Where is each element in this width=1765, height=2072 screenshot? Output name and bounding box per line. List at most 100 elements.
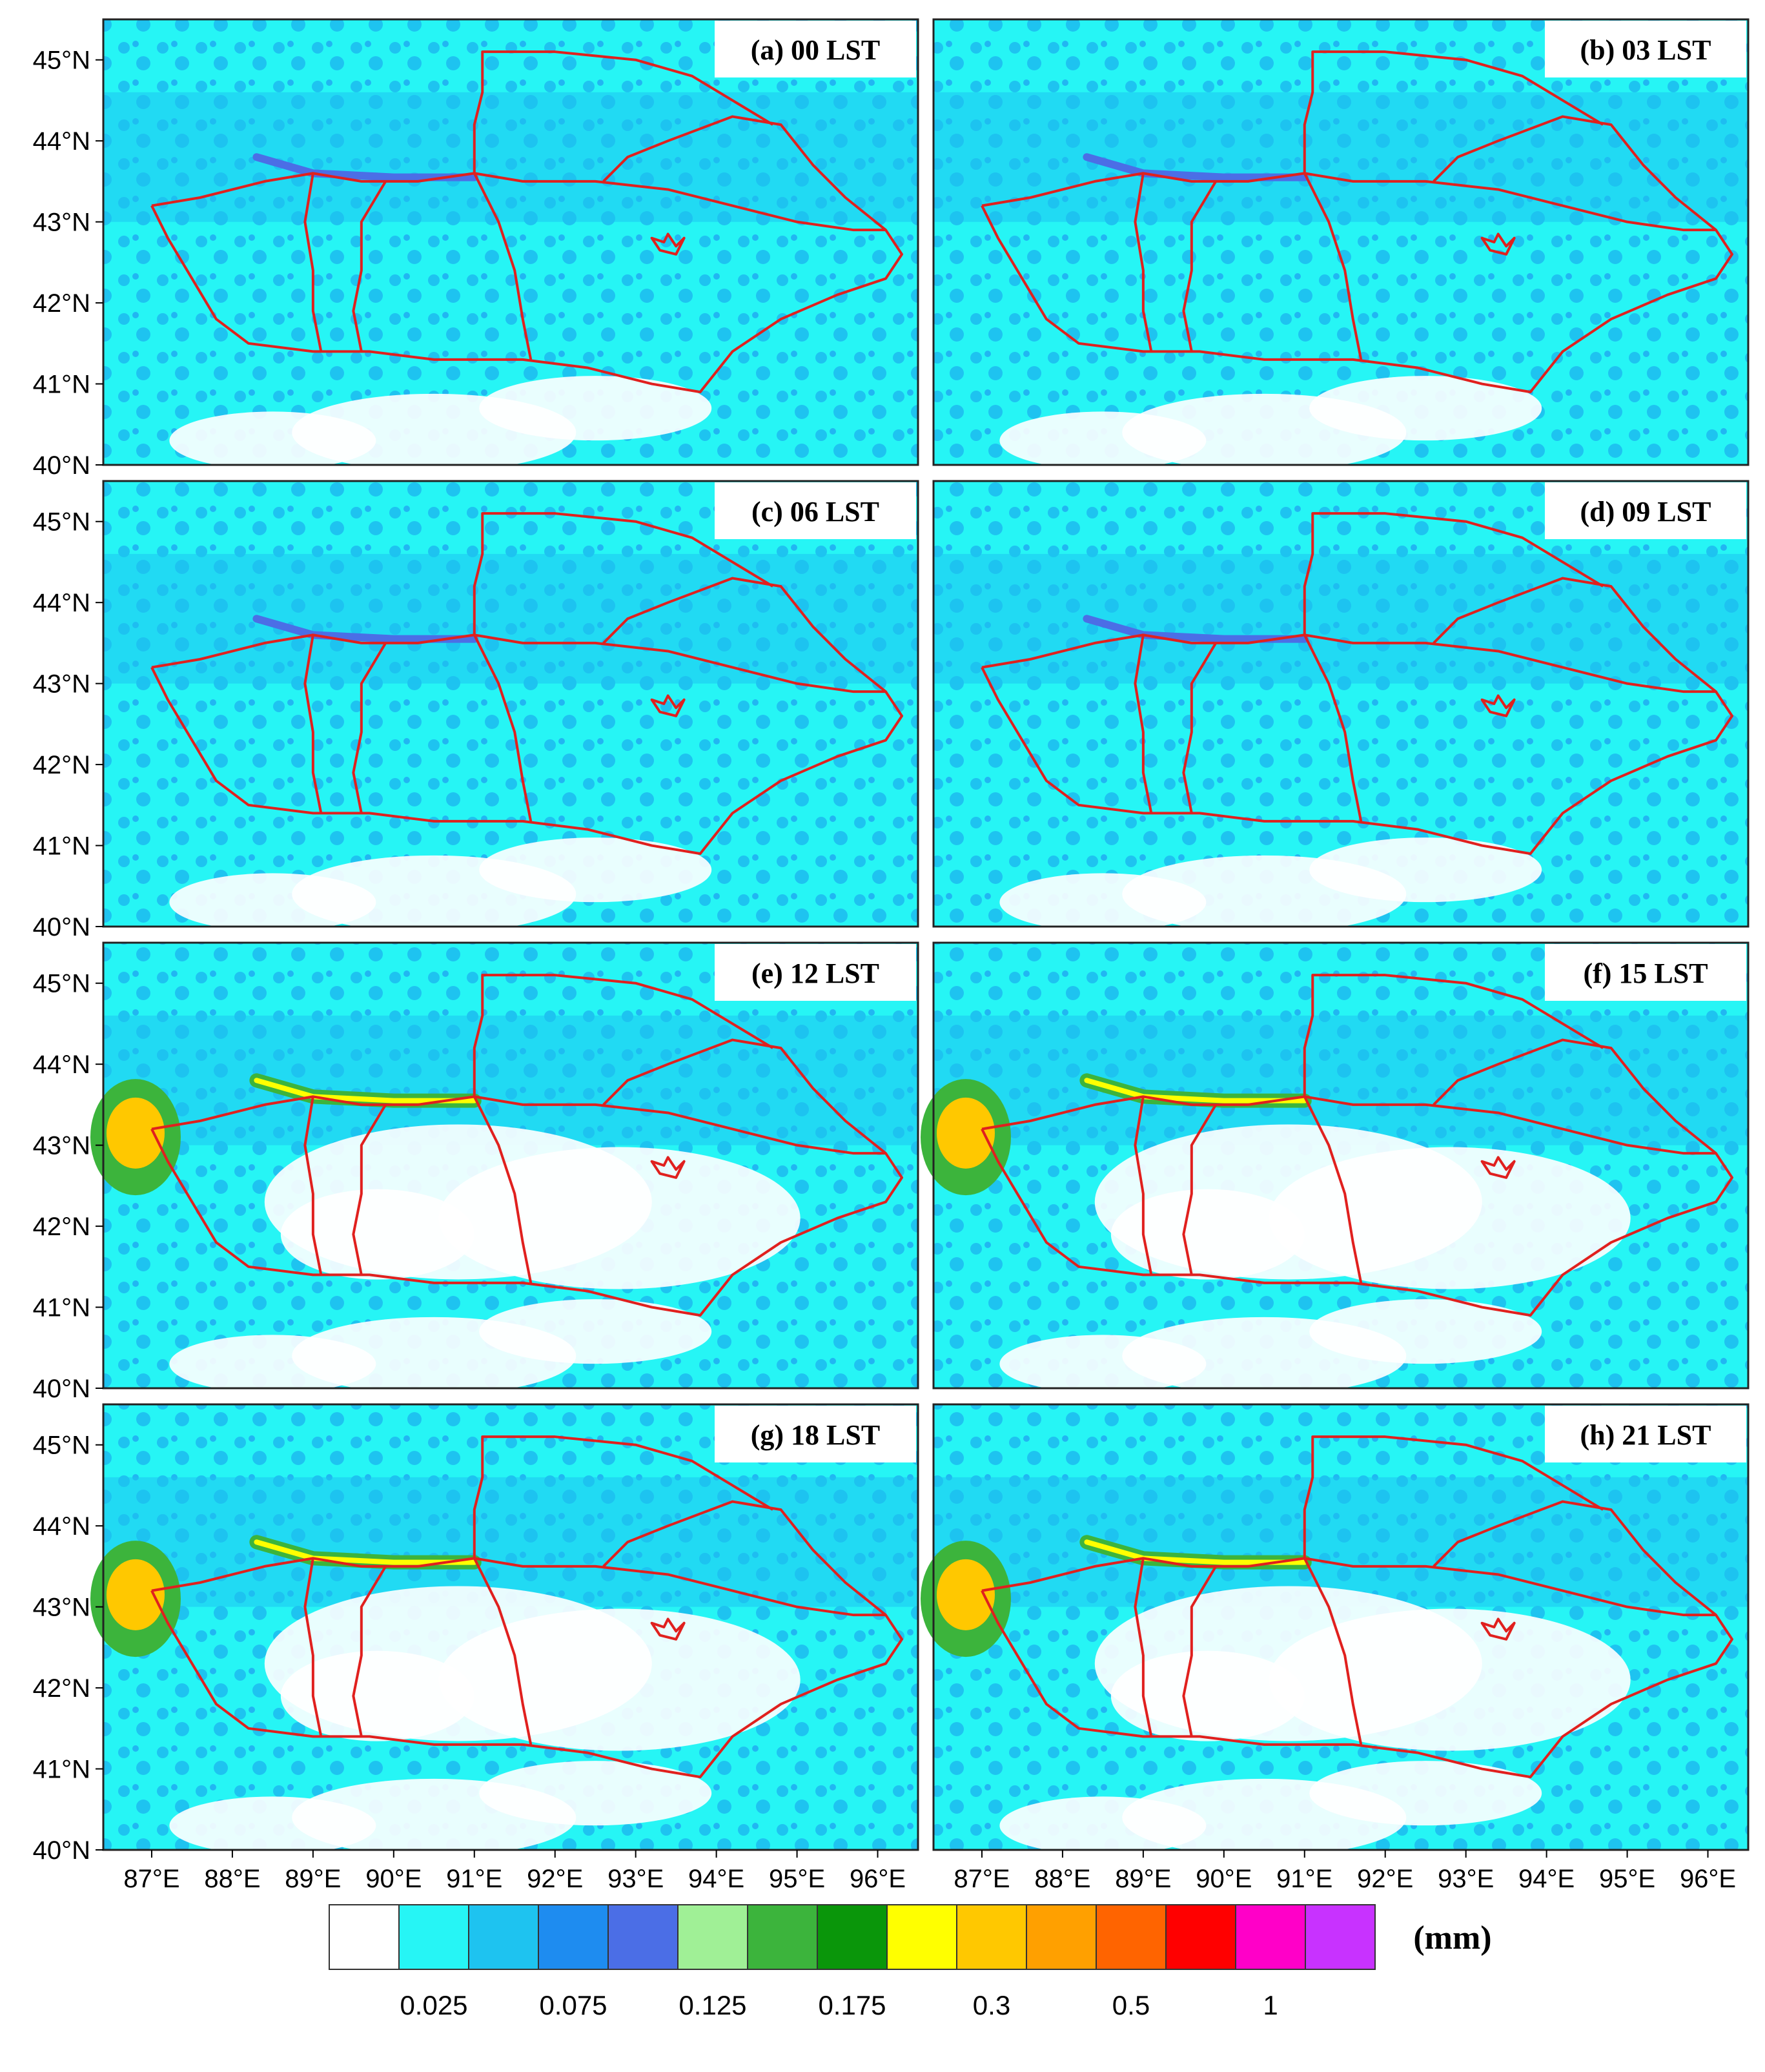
x-tick-label: 91°E bbox=[446, 1865, 502, 1893]
x-tick-label: 96°E bbox=[1680, 1865, 1736, 1893]
y-tick-label: 45°N bbox=[33, 970, 90, 998]
west-hotspot-core bbox=[936, 1097, 995, 1169]
panel-label-box bbox=[1545, 944, 1746, 1001]
colorbar-swatch bbox=[817, 1904, 888, 1970]
dry-area bbox=[999, 1335, 1207, 1393]
y-tick-label: 44°N bbox=[33, 1051, 90, 1079]
colorbar-swatch bbox=[1026, 1904, 1097, 1970]
x-tick-label: 92°E bbox=[527, 1865, 583, 1893]
dry-area bbox=[1309, 1761, 1542, 1826]
dry-area bbox=[999, 1796, 1207, 1855]
region-boundary bbox=[1303, 512, 1604, 635]
lake-outline bbox=[1480, 232, 1516, 256]
region-boundary bbox=[303, 635, 323, 814]
x-tick-label: 87°E bbox=[954, 1865, 1010, 1893]
map-panel-a: (a) 00 LST bbox=[102, 18, 919, 471]
region-boundary bbox=[473, 512, 774, 635]
region-boundary bbox=[150, 633, 904, 856]
region-boundary bbox=[473, 1096, 533, 1284]
colorbar-label: 0.175 bbox=[818, 1990, 886, 2020]
x-tick-label: 90°E bbox=[1196, 1865, 1252, 1893]
colorbar-swatch bbox=[329, 1904, 400, 1970]
dry-area bbox=[169, 873, 376, 932]
dry-area bbox=[1309, 376, 1542, 441]
region-boundary bbox=[1433, 115, 1717, 231]
dry-area bbox=[479, 837, 712, 903]
map-panel-c: (c) 06 LST bbox=[102, 480, 919, 933]
ridge-precip bbox=[252, 153, 478, 181]
dry-area bbox=[479, 1299, 712, 1364]
panel-label-box bbox=[1545, 21, 1746, 77]
dry-area bbox=[280, 1189, 474, 1280]
region-boundary bbox=[981, 633, 1734, 856]
region-boundary bbox=[473, 1435, 774, 1559]
y-tick-label: 43°N bbox=[33, 1594, 90, 1622]
dry-area bbox=[1309, 837, 1542, 903]
colorbar-swatch bbox=[1305, 1904, 1376, 1970]
dry-area bbox=[169, 1796, 376, 1855]
colorbar-swatch bbox=[1235, 1904, 1306, 1970]
y-tick-label: 44°N bbox=[33, 589, 90, 617]
ridge-precip-core bbox=[254, 1078, 477, 1103]
dry-area bbox=[1269, 1147, 1631, 1289]
colorbar-swatch bbox=[1165, 1904, 1236, 1970]
y-tick-label: 44°N bbox=[33, 127, 90, 156]
panel-label-box bbox=[1545, 482, 1746, 539]
dry-area bbox=[1110, 1189, 1305, 1280]
y-tick-label: 42°N bbox=[33, 1213, 90, 1241]
region-boundary bbox=[1134, 635, 1153, 814]
panel-frame bbox=[102, 1403, 919, 1851]
x-tick-label: 91°E bbox=[1276, 1865, 1332, 1893]
colorbar-swatch bbox=[677, 1904, 748, 1970]
colorbar: 0.025 0.075 0.125 0.175 0.3 0.5 1 (mm) bbox=[329, 1904, 1492, 2020]
y-tick-label: 41°N bbox=[33, 832, 90, 861]
region-boundary bbox=[981, 1095, 1734, 1317]
x-tick-label: 88°E bbox=[204, 1865, 260, 1893]
x-tick-label: 93°E bbox=[1438, 1865, 1494, 1893]
y-tick-label: 40°N bbox=[33, 913, 90, 941]
lake-outline bbox=[650, 1156, 686, 1179]
x-tick-label: 89°E bbox=[285, 1865, 341, 1893]
region-boundary bbox=[352, 642, 387, 814]
region-boundary bbox=[1134, 1558, 1153, 1737]
dry-area bbox=[1309, 1299, 1542, 1364]
precip-band bbox=[934, 92, 1748, 222]
panel-frame bbox=[932, 480, 1750, 928]
y-tick-label: 45°N bbox=[33, 1431, 90, 1460]
panel-label: (g) 18 LST bbox=[751, 1419, 880, 1451]
panel-label-box bbox=[715, 1406, 916, 1462]
y-tick-label: 41°N bbox=[33, 371, 90, 399]
map-panel-h: (h) 21 LST bbox=[920, 1403, 1750, 1856]
x-tick-label: 89°E bbox=[1115, 1865, 1171, 1893]
panel-frame bbox=[102, 18, 919, 466]
region-boundary bbox=[1182, 180, 1218, 352]
panel-label: (c) 06 LST bbox=[751, 496, 879, 528]
region-boundary bbox=[1303, 172, 1363, 360]
ridge-precip bbox=[252, 615, 478, 643]
lake-outline bbox=[1480, 1156, 1516, 1179]
region-boundary bbox=[1303, 634, 1363, 822]
y-tick-label: 44°N bbox=[33, 1512, 90, 1541]
y-tick-label: 41°N bbox=[33, 1756, 90, 1784]
colorbar-swatch bbox=[1096, 1904, 1167, 1970]
y-tick-label: 42°N bbox=[33, 1674, 90, 1703]
x-tick-label: 94°E bbox=[1518, 1865, 1575, 1893]
west-hotspot-core bbox=[936, 1559, 995, 1630]
map-panel-e: (e) 12 LST bbox=[90, 941, 919, 1395]
panel-label-box bbox=[715, 482, 916, 539]
y-tick-label: 43°N bbox=[33, 209, 90, 237]
dry-area bbox=[479, 1761, 712, 1826]
region-boundary bbox=[602, 1038, 887, 1154]
region-boundary bbox=[1182, 642, 1218, 814]
colorbar-swatch bbox=[956, 1904, 1027, 1970]
colorbar-swatch bbox=[538, 1904, 609, 1970]
ridge-precip bbox=[1083, 615, 1309, 643]
y-tick-label: 43°N bbox=[33, 670, 90, 699]
x-tick-label: 88°E bbox=[1034, 1865, 1090, 1893]
y-tick-label: 41°N bbox=[33, 1294, 90, 1322]
dry-area bbox=[438, 1147, 801, 1289]
y-tick-label: 42°N bbox=[33, 289, 90, 318]
colorbar-label: 0.125 bbox=[678, 1990, 746, 2020]
panel-label: (f) 15 LST bbox=[1583, 958, 1708, 989]
region-boundary bbox=[1134, 173, 1153, 352]
